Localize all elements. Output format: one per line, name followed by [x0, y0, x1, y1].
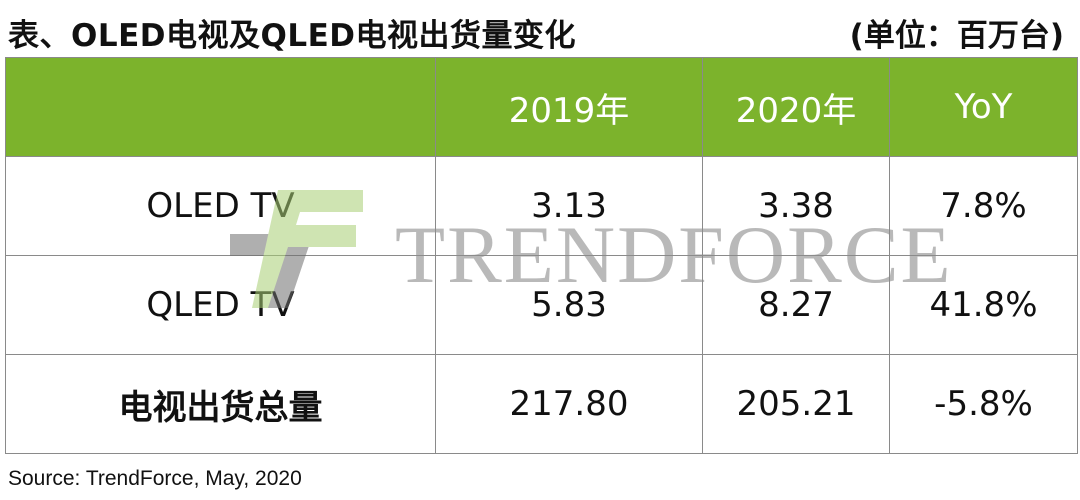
- header-empty: [5, 57, 436, 157]
- cell-qled-2020: 8.27: [702, 255, 890, 355]
- header-row: 2019年 2020年 YoY: [5, 57, 1078, 157]
- shipment-table: 2019年 2020年 YoY OLED TV 3.13 3.38 7.8% Q…: [5, 57, 1078, 454]
- cell-qled-yoy: 41.8%: [889, 255, 1078, 355]
- cell-total-yoy: -5.8%: [889, 354, 1078, 454]
- table-title: 表、OLED电视及QLED电视出货量变化: [8, 18, 577, 54]
- row-label-oled: OLED TV: [5, 156, 436, 256]
- row-label-qled: QLED TV: [5, 255, 436, 355]
- source-note: Source: TrendForce, May, 2020: [8, 467, 302, 490]
- cell-oled-2020: 3.38: [702, 156, 890, 256]
- header-2019: 2019年: [435, 57, 703, 157]
- unit-label: (单位：百万台): [849, 18, 1064, 54]
- header-yoy: YoY: [889, 57, 1078, 157]
- cell-oled-2019: 3.13: [435, 156, 703, 256]
- cell-total-2020: 205.21: [702, 354, 890, 454]
- table-row: QLED TV 5.83 8.27 41.8%: [5, 255, 1078, 355]
- cell-qled-2019: 5.83: [435, 255, 703, 355]
- table-row: OLED TV 3.13 3.38 7.8%: [5, 156, 1078, 256]
- row-label-total: 电视出货总量: [5, 354, 436, 454]
- header-2020: 2020年: [702, 57, 890, 157]
- cell-oled-yoy: 7.8%: [889, 156, 1078, 256]
- cell-total-2019: 217.80: [435, 354, 703, 454]
- table-row: 电视出货总量 217.80 205.21 -5.8%: [5, 354, 1078, 454]
